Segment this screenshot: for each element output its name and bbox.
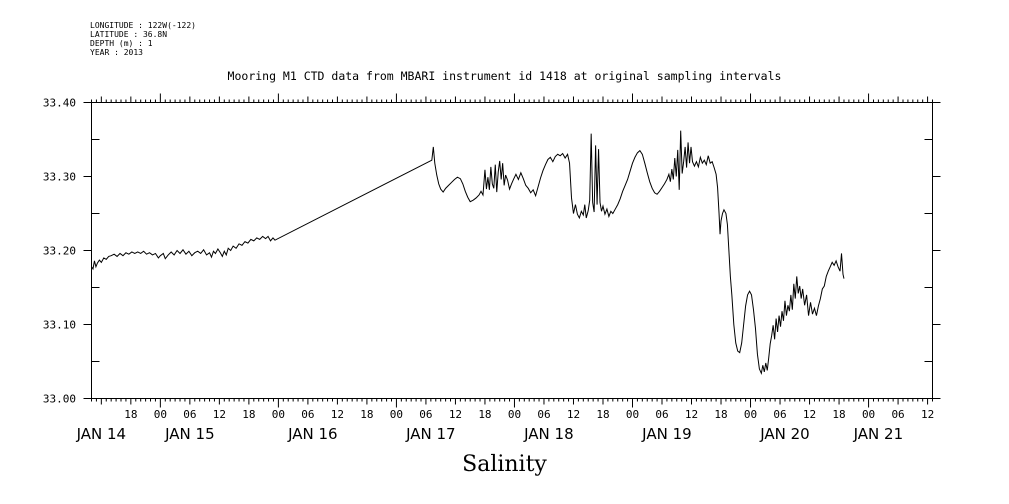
- chart-title: Mooring M1 CTD data from MBARI instrumen…: [227, 69, 782, 83]
- x-tick-label: 12: [685, 408, 698, 421]
- x-tick-label: 12: [449, 408, 462, 421]
- day-label: JAN 17: [405, 425, 456, 443]
- x-tick-label: 12: [331, 408, 344, 421]
- y-tick-label: 33.20: [43, 245, 76, 258]
- y-tick-label: 33.30: [43, 171, 76, 184]
- x-tick-label: 18: [478, 408, 491, 421]
- y-tick-labels: 33.00 33.10 33.20 33.30 33.40: [43, 97, 76, 406]
- x-tick-label: 12: [921, 408, 934, 421]
- salinity-series-line: [91, 130, 845, 376]
- x-tick-label: 00: [744, 408, 757, 421]
- x-tick-label: 00: [508, 408, 521, 421]
- x-tick-label: 06: [655, 408, 668, 421]
- day-label: JAN 21: [853, 425, 904, 443]
- y-tick-label: 33.00: [43, 393, 76, 406]
- x-tick-label: 12: [803, 408, 816, 421]
- day-labels: JAN 14 JAN 15 JAN 16 JAN 17 JAN 18 JAN 19 JAN …: [76, 425, 904, 443]
- x-tick-label: 18: [242, 408, 255, 421]
- day-label: JAN 16: [287, 425, 338, 443]
- x-tick-label: 06: [891, 408, 904, 421]
- x-tick-label: 18: [714, 408, 727, 421]
- longitude-label: LONGITUDE : 122W(-122): [90, 21, 196, 30]
- day-label: JAN 18: [523, 425, 574, 443]
- x-tick-label: 12: [213, 408, 226, 421]
- x-tick-label: 06: [301, 408, 314, 421]
- x-tick-label: 18: [124, 408, 137, 421]
- plot-frame: [91, 102, 933, 399]
- x-tick-label: 06: [537, 408, 550, 421]
- x-tick-label: 18: [596, 408, 609, 421]
- latitude-label: LATITUDE : 36.8N: [90, 30, 168, 39]
- x-tick-label: 12: [567, 408, 580, 421]
- x-tick-labels: 18 00 06 12 18 00 06 12 18 00 06 12 18 00 06 12 18 00 06 12…: [124, 408, 934, 421]
- day-label: JAN 19: [641, 425, 692, 443]
- day-label: JAN 14: [76, 425, 127, 443]
- day-label: JAN 20: [759, 425, 810, 443]
- y-tick-label: 33.10: [43, 319, 76, 332]
- axis-ticks: [83, 93, 941, 408]
- day-label: JAN 15: [164, 425, 215, 443]
- x-tick-label: 00: [272, 408, 285, 421]
- y-tick-label: 33.40: [43, 97, 76, 110]
- x-tick-label: 06: [419, 408, 432, 421]
- depth-label: DEPTH (m) : 1: [90, 39, 153, 48]
- x-tick-label: 06: [773, 408, 786, 421]
- x-tick-label: 00: [154, 408, 167, 421]
- x-tick-label: 00: [626, 408, 639, 421]
- x-tick-label: 00: [862, 408, 875, 421]
- year-label: YEAR : 2013: [90, 48, 143, 57]
- x-axis-label: Salinity: [462, 452, 547, 477]
- x-tick-label: 00: [390, 408, 403, 421]
- x-tick-label: 06: [183, 408, 196, 421]
- x-tick-label: 18: [832, 408, 845, 421]
- x-tick-label: 18: [360, 408, 373, 421]
